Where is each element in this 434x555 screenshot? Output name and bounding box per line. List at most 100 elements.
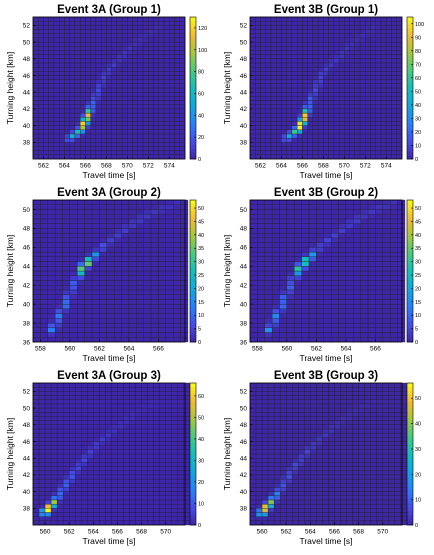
heatmap-cell (375, 257, 382, 262)
heatmap-cell (169, 105, 174, 109)
heatmap-cell (250, 130, 255, 134)
heatmap-cell (144, 290, 151, 295)
heatmap-cell (112, 67, 117, 71)
heatmap-cell (99, 416, 105, 420)
heatmap-cell (316, 328, 323, 333)
heatmap-cell (292, 446, 298, 450)
heatmap-cell (353, 252, 360, 257)
heatmap-cell (106, 113, 111, 117)
heatmap-cell (331, 209, 338, 214)
heatmap-cell (175, 109, 180, 113)
heatmap-cell (287, 252, 294, 257)
heatmap-cell (107, 200, 114, 205)
heatmap-cell (112, 55, 117, 59)
heatmap-cell (339, 243, 346, 248)
heatmap-cell (257, 209, 264, 214)
heatmap-cell (143, 42, 148, 46)
heatmap-cell (127, 67, 132, 71)
heatmap-cell (148, 71, 153, 75)
heatmap-cell (75, 446, 81, 450)
heatmap-cell (180, 59, 185, 63)
heatmap-cell (350, 71, 355, 75)
heatmap-cell (40, 304, 47, 309)
heatmap-cell (172, 462, 178, 466)
heatmap-cell (175, 84, 180, 88)
heatmap-cell (112, 17, 117, 21)
heatmap-cell (77, 299, 84, 304)
heatmap-cell (136, 266, 143, 271)
heatmap-cell (250, 314, 257, 319)
heatmap-cell (309, 323, 316, 328)
heatmap-cell (181, 205, 188, 210)
heatmap-cell (114, 219, 121, 224)
heatmap-cell (63, 233, 70, 238)
heatmap-cell (111, 429, 117, 433)
heatmap-cell (96, 38, 101, 42)
heatmap-cell (316, 304, 323, 309)
heatmap-cell (294, 205, 301, 210)
heatmap-cell (398, 328, 405, 333)
heatmap-cell (281, 50, 286, 54)
heatmap-cell (280, 333, 287, 338)
heatmap-cell (111, 412, 117, 416)
heatmap-cell (151, 333, 158, 338)
heatmap-cell (316, 323, 323, 328)
heatmap-cell (64, 88, 69, 92)
heatmap-cell (45, 471, 51, 475)
heatmap-cell (87, 458, 93, 462)
heatmap-cell (112, 59, 117, 63)
heatmap-cell (70, 290, 77, 295)
heatmap-cell (331, 214, 338, 219)
heatmap-cell (313, 126, 318, 130)
heatmap-cell (287, 130, 292, 134)
heatmap-cell (123, 517, 129, 521)
heatmap-cell (114, 214, 121, 219)
heatmap-cell (274, 496, 280, 500)
heatmap-cell (316, 483, 322, 487)
heatmap-cell (122, 121, 127, 125)
heatmap-cell (318, 105, 323, 109)
heatmap-cell (334, 105, 339, 109)
heatmap-cell (130, 521, 136, 525)
heatmap-cell (304, 521, 310, 525)
heatmap-cell (69, 508, 75, 512)
heatmap-cell (64, 130, 69, 134)
heatmap-cell (172, 429, 178, 433)
heatmap-cell (122, 318, 129, 323)
heatmap-cell (346, 276, 353, 281)
heatmap-cell (148, 130, 153, 134)
heatmap-cell (297, 126, 302, 130)
heatmap-cell (158, 233, 165, 238)
heatmap-cell (360, 30, 365, 34)
heatmap-cell (274, 446, 280, 450)
heatmap-cell (262, 383, 268, 387)
heatmap-cell (360, 42, 365, 46)
heatmap-cell (302, 50, 307, 54)
y-axis-label: Turning height [km] (222, 235, 232, 307)
heatmap-cell (339, 88, 344, 92)
heatmap-cell (257, 271, 264, 276)
heatmap-cell (51, 483, 57, 487)
heatmap-cell (40, 333, 47, 338)
heatmap-cell (85, 285, 92, 290)
heatmap-cell (250, 391, 256, 395)
heatmap-cell (122, 266, 129, 271)
heatmap-cell (298, 446, 304, 450)
heatmap-cell (334, 80, 339, 84)
heatmap-cell (45, 429, 51, 433)
heatmap-cell (63, 271, 70, 276)
heatmap-cell (148, 101, 153, 105)
heatmap-cell (96, 121, 101, 125)
heatmap-cell (151, 200, 158, 205)
heatmap-cell (129, 318, 136, 323)
heatmap-cell (133, 67, 138, 71)
heatmap-cell (64, 121, 69, 125)
heatmap-cell (96, 75, 101, 79)
heatmap-cell (398, 257, 405, 262)
heatmap-cell (371, 142, 376, 146)
heatmap-cell (63, 252, 70, 257)
heatmap-cell (375, 304, 382, 309)
heatmap-cell (361, 205, 368, 210)
heatmap-cell (360, 75, 365, 79)
heatmap-cell (172, 396, 178, 400)
